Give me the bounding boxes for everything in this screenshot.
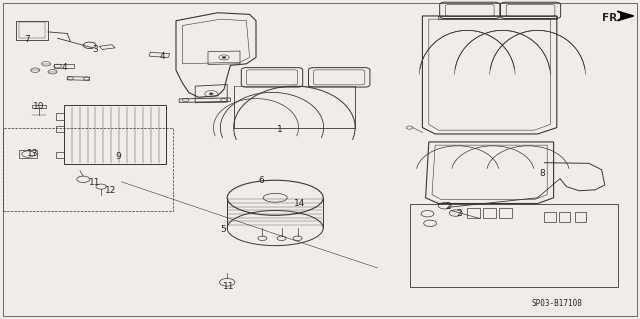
Text: 11: 11 xyxy=(89,178,100,187)
Circle shape xyxy=(209,93,213,95)
Text: 2: 2 xyxy=(445,202,451,211)
Text: 7: 7 xyxy=(24,35,29,44)
Text: 14: 14 xyxy=(294,199,305,208)
Text: 10: 10 xyxy=(33,102,44,111)
Text: 8: 8 xyxy=(540,169,545,178)
Polygon shape xyxy=(618,11,634,21)
Text: 1: 1 xyxy=(278,125,283,134)
Text: 5: 5 xyxy=(220,225,225,234)
Text: 2: 2 xyxy=(456,209,461,218)
Text: 13: 13 xyxy=(27,149,38,158)
Text: 4: 4 xyxy=(159,52,164,61)
Text: 3: 3 xyxy=(92,45,97,54)
Text: 12: 12 xyxy=(105,186,116,195)
Text: 6: 6 xyxy=(259,176,264,185)
Circle shape xyxy=(222,56,226,58)
Text: 9: 9 xyxy=(116,152,121,161)
Text: 11: 11 xyxy=(223,282,235,291)
Text: FR.: FR. xyxy=(602,12,621,23)
Text: 4: 4 xyxy=(61,63,67,72)
Text: SP03-B17108: SP03-B17108 xyxy=(531,299,582,308)
